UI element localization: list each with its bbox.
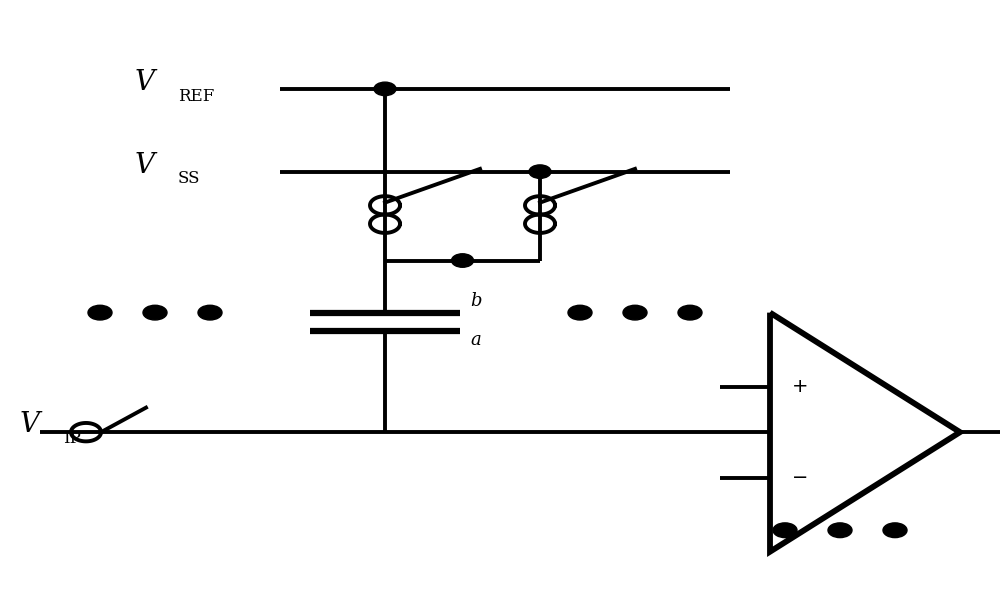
Circle shape: [568, 305, 592, 320]
Text: −: −: [792, 468, 808, 487]
Circle shape: [374, 82, 396, 96]
Text: V: V: [135, 152, 155, 179]
Text: IP: IP: [63, 430, 81, 447]
Circle shape: [529, 165, 551, 178]
Circle shape: [88, 305, 112, 320]
Text: a: a: [470, 332, 481, 349]
Circle shape: [143, 305, 167, 320]
Text: b: b: [470, 292, 482, 310]
Text: V: V: [135, 69, 155, 96]
Circle shape: [198, 305, 222, 320]
Circle shape: [452, 254, 474, 267]
Circle shape: [773, 523, 797, 538]
Circle shape: [828, 523, 852, 538]
Circle shape: [678, 305, 702, 320]
Text: +: +: [792, 377, 808, 396]
Text: REF: REF: [178, 88, 214, 105]
Circle shape: [883, 523, 907, 538]
Text: V: V: [20, 411, 40, 438]
Circle shape: [623, 305, 647, 320]
Text: SS: SS: [178, 170, 200, 188]
